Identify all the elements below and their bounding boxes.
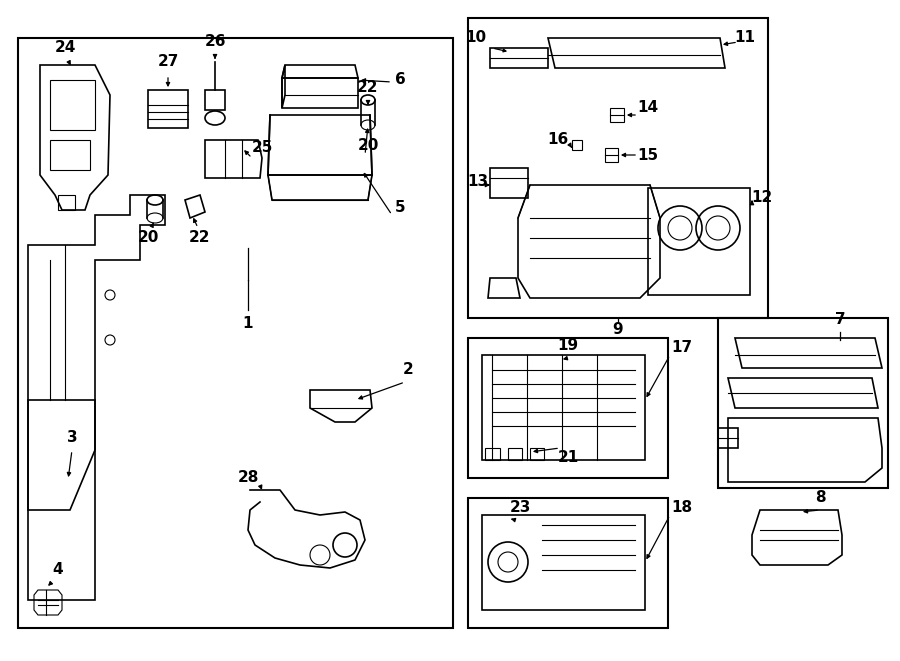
Text: 24: 24 [54, 40, 76, 56]
Text: 14: 14 [637, 100, 659, 116]
Text: 25: 25 [251, 141, 273, 155]
Bar [468, 338, 668, 478]
Text: 28: 28 [238, 471, 258, 485]
Text: 15: 15 [637, 147, 659, 163]
Bar [718, 318, 888, 488]
Text: 22: 22 [189, 231, 211, 245]
Text: 20: 20 [138, 231, 158, 245]
Text: 7: 7 [834, 313, 845, 327]
Text: 13: 13 [467, 175, 489, 190]
Text: 12: 12 [752, 190, 772, 206]
Text: 2: 2 [402, 362, 413, 377]
Text: 18: 18 [671, 500, 693, 516]
Text: 11: 11 [734, 30, 755, 46]
Text: 1: 1 [243, 315, 253, 330]
Text: 26: 26 [204, 34, 226, 50]
Text: 8: 8 [814, 490, 825, 506]
Text: 21: 21 [557, 451, 579, 465]
Text: 10: 10 [465, 30, 487, 46]
Text: 9: 9 [613, 323, 624, 338]
Text: 16: 16 [547, 132, 569, 147]
Bar [468, 498, 668, 628]
Text: 4: 4 [53, 563, 63, 578]
Text: 3: 3 [67, 430, 77, 446]
Text: 22: 22 [357, 81, 379, 95]
Text: 23: 23 [509, 500, 531, 516]
Text: 27: 27 [158, 54, 179, 69]
Text: 17: 17 [671, 340, 693, 356]
Text: 19: 19 [557, 338, 579, 352]
Bar [18, 38, 453, 628]
Bar [468, 18, 768, 318]
Text: 20: 20 [357, 137, 379, 153]
Text: 5: 5 [395, 200, 405, 215]
Text: 6: 6 [394, 73, 405, 87]
